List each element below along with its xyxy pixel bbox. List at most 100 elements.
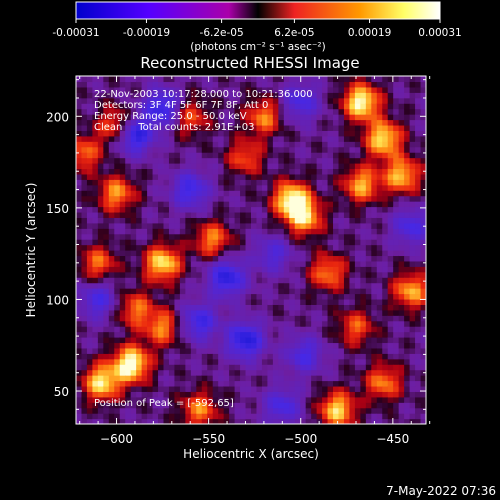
heatmap-cell [382,146,389,153]
heatmap-cell [125,244,132,251]
heatmap-cell [130,375,137,382]
heatmap-cell [218,124,225,131]
heatmap-cell [316,293,323,300]
heatmap-cell [327,244,334,251]
heatmap-cell [114,304,121,311]
heatmap-cell [272,320,279,327]
heatmap-cell [251,353,258,360]
heatmap-cell [229,130,236,137]
heatmap-cell [278,288,285,295]
heatmap-cell [103,146,110,153]
heatmap-cell [371,396,378,403]
heatmap-cell [415,81,422,88]
heatmap-cell [365,201,372,208]
heatmap-cell [300,402,307,409]
heatmap-cell [234,190,241,197]
heatmap-cell [240,206,247,213]
heatmap-cell [234,320,241,327]
heatmap-cell [387,396,394,403]
heatmap-cell [256,298,263,305]
heatmap-cell [212,369,219,376]
heatmap-cell [229,92,236,99]
heatmap-cell [141,277,148,284]
heatmap-cell [190,76,197,83]
heatmap-cell [305,353,312,360]
heatmap-cell [311,353,318,360]
heatmap-cell [305,337,312,344]
heatmap-cell [376,103,383,110]
heatmap-cell [338,391,345,398]
heatmap-cell [398,81,405,88]
heatmap-cell [338,342,345,349]
heatmap-cell [289,211,296,218]
heatmap-cell [223,250,230,257]
heatmap-cell [261,168,269,175]
heatmap-cell [152,402,159,409]
heatmap-cell [283,358,290,365]
heatmap-cell [218,331,225,338]
heatmap-cell [338,211,345,218]
heatmap-cell [349,135,356,142]
heatmap-cell [163,146,170,153]
heatmap-cell [311,375,318,382]
heatmap-cell [387,288,394,295]
heatmap-cell [300,195,307,202]
heatmap-cell [152,250,159,257]
heatmap-cell [168,315,176,322]
heatmap-cell [141,130,148,137]
heatmap-cell [185,228,192,235]
heatmap-cell [229,239,236,246]
heatmap-cell [130,396,137,403]
heatmap-cell [343,337,351,344]
heatmap-cell [141,385,148,392]
heatmap-cell [316,163,323,170]
heatmap-cell [240,108,247,115]
heatmap-cell [136,298,143,305]
heatmap-cell [327,163,334,170]
heatmap-cell [420,157,426,164]
heatmap-cell [333,369,340,376]
heatmap-cell [86,124,94,131]
heatmap-cell [267,201,274,208]
heatmap-cell [130,277,137,284]
heatmap-cell [168,195,176,202]
heatmap-cell [119,277,126,284]
heatmap-cell [338,157,345,164]
heatmap-cell [354,163,361,170]
heatmap-cell [240,244,247,251]
heatmap-cell [300,418,307,424]
heatmap-cell [365,228,372,235]
heatmap-cell [251,255,258,262]
heatmap-cell [240,124,247,131]
heatmap-cell [278,206,285,213]
heatmap-cell [294,92,301,99]
heatmap-cell [136,103,143,110]
heatmap-cell [179,375,186,382]
heatmap-cell [354,309,361,316]
heatmap-cell [147,402,154,409]
heatmap-cell [218,222,225,229]
heatmap-cell [415,358,422,365]
heatmap-cell [103,190,110,197]
heatmap-cell [190,385,197,392]
heatmap-cell [103,315,110,322]
heatmap-cell [119,233,126,240]
heatmap-cell [311,271,318,278]
heatmap-cell [316,331,323,338]
heatmap-cell [420,391,426,398]
heatmap-cell [409,402,416,409]
heatmap-cell [278,124,285,131]
heatmap-cell [354,282,361,289]
heatmap-cell [333,418,340,424]
heatmap-cell [387,255,394,262]
heatmap-cell [327,288,334,295]
heatmap-cell [393,282,400,289]
heatmap-cell [174,239,181,246]
heatmap-cell [201,331,208,338]
heatmap-cell [201,375,208,382]
heatmap-cell [81,250,88,257]
heatmap-cell [316,326,323,333]
heatmap-cell [234,108,241,115]
heatmap-cell [207,190,214,197]
heatmap-cell [305,152,312,159]
